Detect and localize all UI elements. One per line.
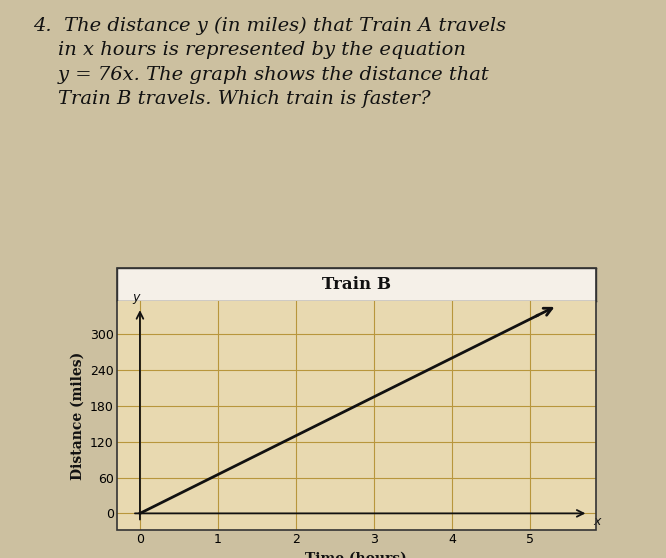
Text: x: x [593, 514, 601, 527]
Y-axis label: Distance (miles): Distance (miles) [71, 352, 85, 480]
Text: y: y [133, 291, 140, 304]
Text: Train B: Train B [322, 276, 391, 293]
Text: 4.  The distance y (in miles) that Train A travels
    in x hours is represented: 4. The distance y (in miles) that Train … [33, 17, 506, 108]
X-axis label: Time (hours): Time (hours) [306, 551, 407, 558]
